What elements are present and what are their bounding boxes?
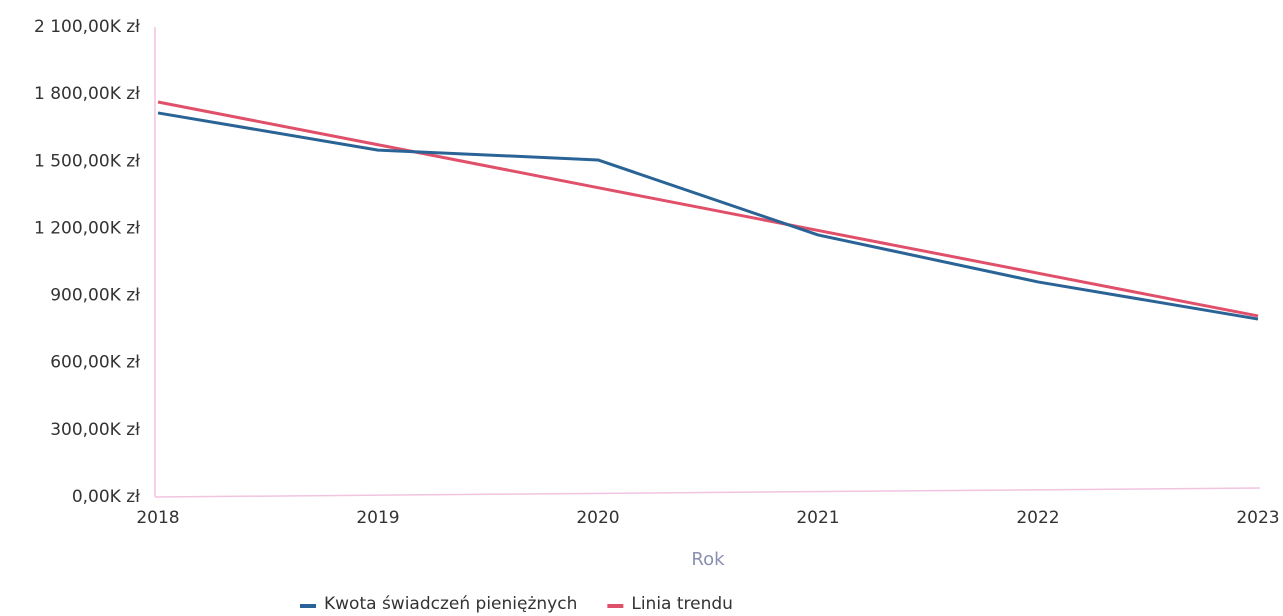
series-line [157,111,1259,321]
legend-label: Kwota świadczeń pieniężnych [324,594,577,614]
y-tick-label: 2 100,00K zł [34,17,140,37]
y-tick-label: 0,00K zł [72,487,140,507]
x-tick-label: 2022 [1016,508,1059,528]
x-tick-label: 2020 [576,508,619,528]
y-tick-label: 900,00K zł [50,286,140,306]
y-tick-label: 300,00K zł [50,420,140,440]
y-tick-label: 600,00K zł [50,353,140,373]
legend-label: Linia trendu [631,594,733,614]
series-line [157,100,1259,318]
y-tick-label: 1 500,00K zł [34,151,140,171]
x-tick-label: 2018 [136,508,179,528]
y-tick-label: 1 200,00K zł [34,218,140,238]
x-tick-label: 2023 [1236,508,1279,528]
x-tick-label: 2021 [796,508,839,528]
x-tick-label: 2019 [356,508,399,528]
x-axis-title: Rok [691,549,725,570]
y-tick-label: 1 800,00K zł [34,84,140,104]
x-axis-line [154,487,1261,498]
